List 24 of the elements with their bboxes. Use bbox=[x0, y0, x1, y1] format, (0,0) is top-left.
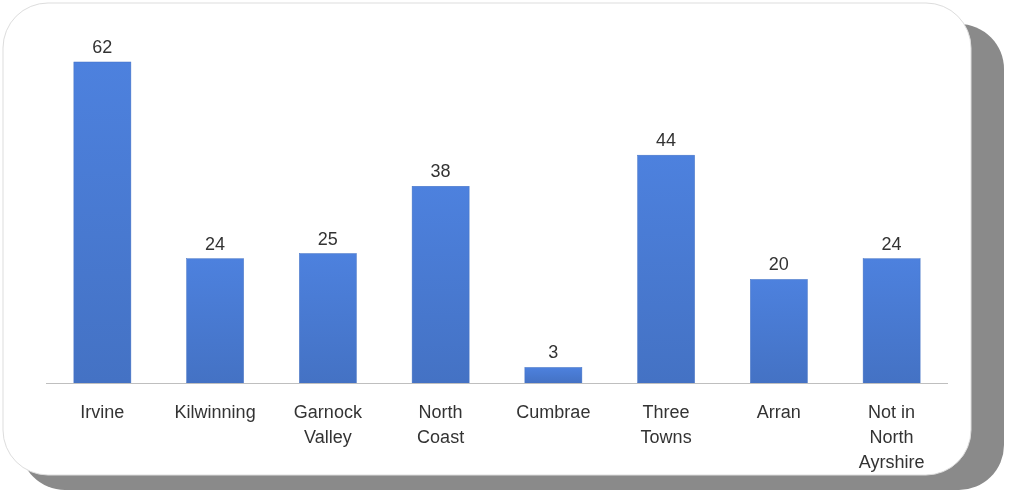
x-tick-label: Three Towns bbox=[640, 402, 692, 447]
x-tick-label: Kilwinning bbox=[174, 402, 256, 422]
data-label: 20 bbox=[768, 254, 789, 275]
x-tick-label: Cumbrae bbox=[516, 402, 591, 422]
bar bbox=[299, 253, 357, 384]
data-label: 62 bbox=[92, 37, 113, 57]
data-label: 24 bbox=[881, 233, 902, 254]
bar bbox=[73, 61, 132, 384]
bar bbox=[750, 279, 808, 384]
x-tick-label: Irvine bbox=[80, 402, 125, 422]
bar bbox=[862, 258, 921, 384]
x-tick-label: Arran bbox=[756, 402, 801, 422]
bar bbox=[186, 258, 244, 384]
data-label: 25 bbox=[317, 228, 338, 249]
x-tick-label: Garnock Valley bbox=[293, 402, 363, 447]
bar bbox=[524, 367, 583, 384]
bar bbox=[637, 154, 695, 384]
data-label: 44 bbox=[656, 130, 677, 151]
data-label: 24 bbox=[205, 233, 226, 254]
x-tick-label: Not in North Ayrshire bbox=[858, 402, 925, 472]
bar bbox=[411, 186, 470, 384]
data-label: 38 bbox=[430, 161, 451, 182]
data-label: 3 bbox=[548, 342, 559, 363]
x-tick-label: North Coast bbox=[417, 402, 465, 447]
